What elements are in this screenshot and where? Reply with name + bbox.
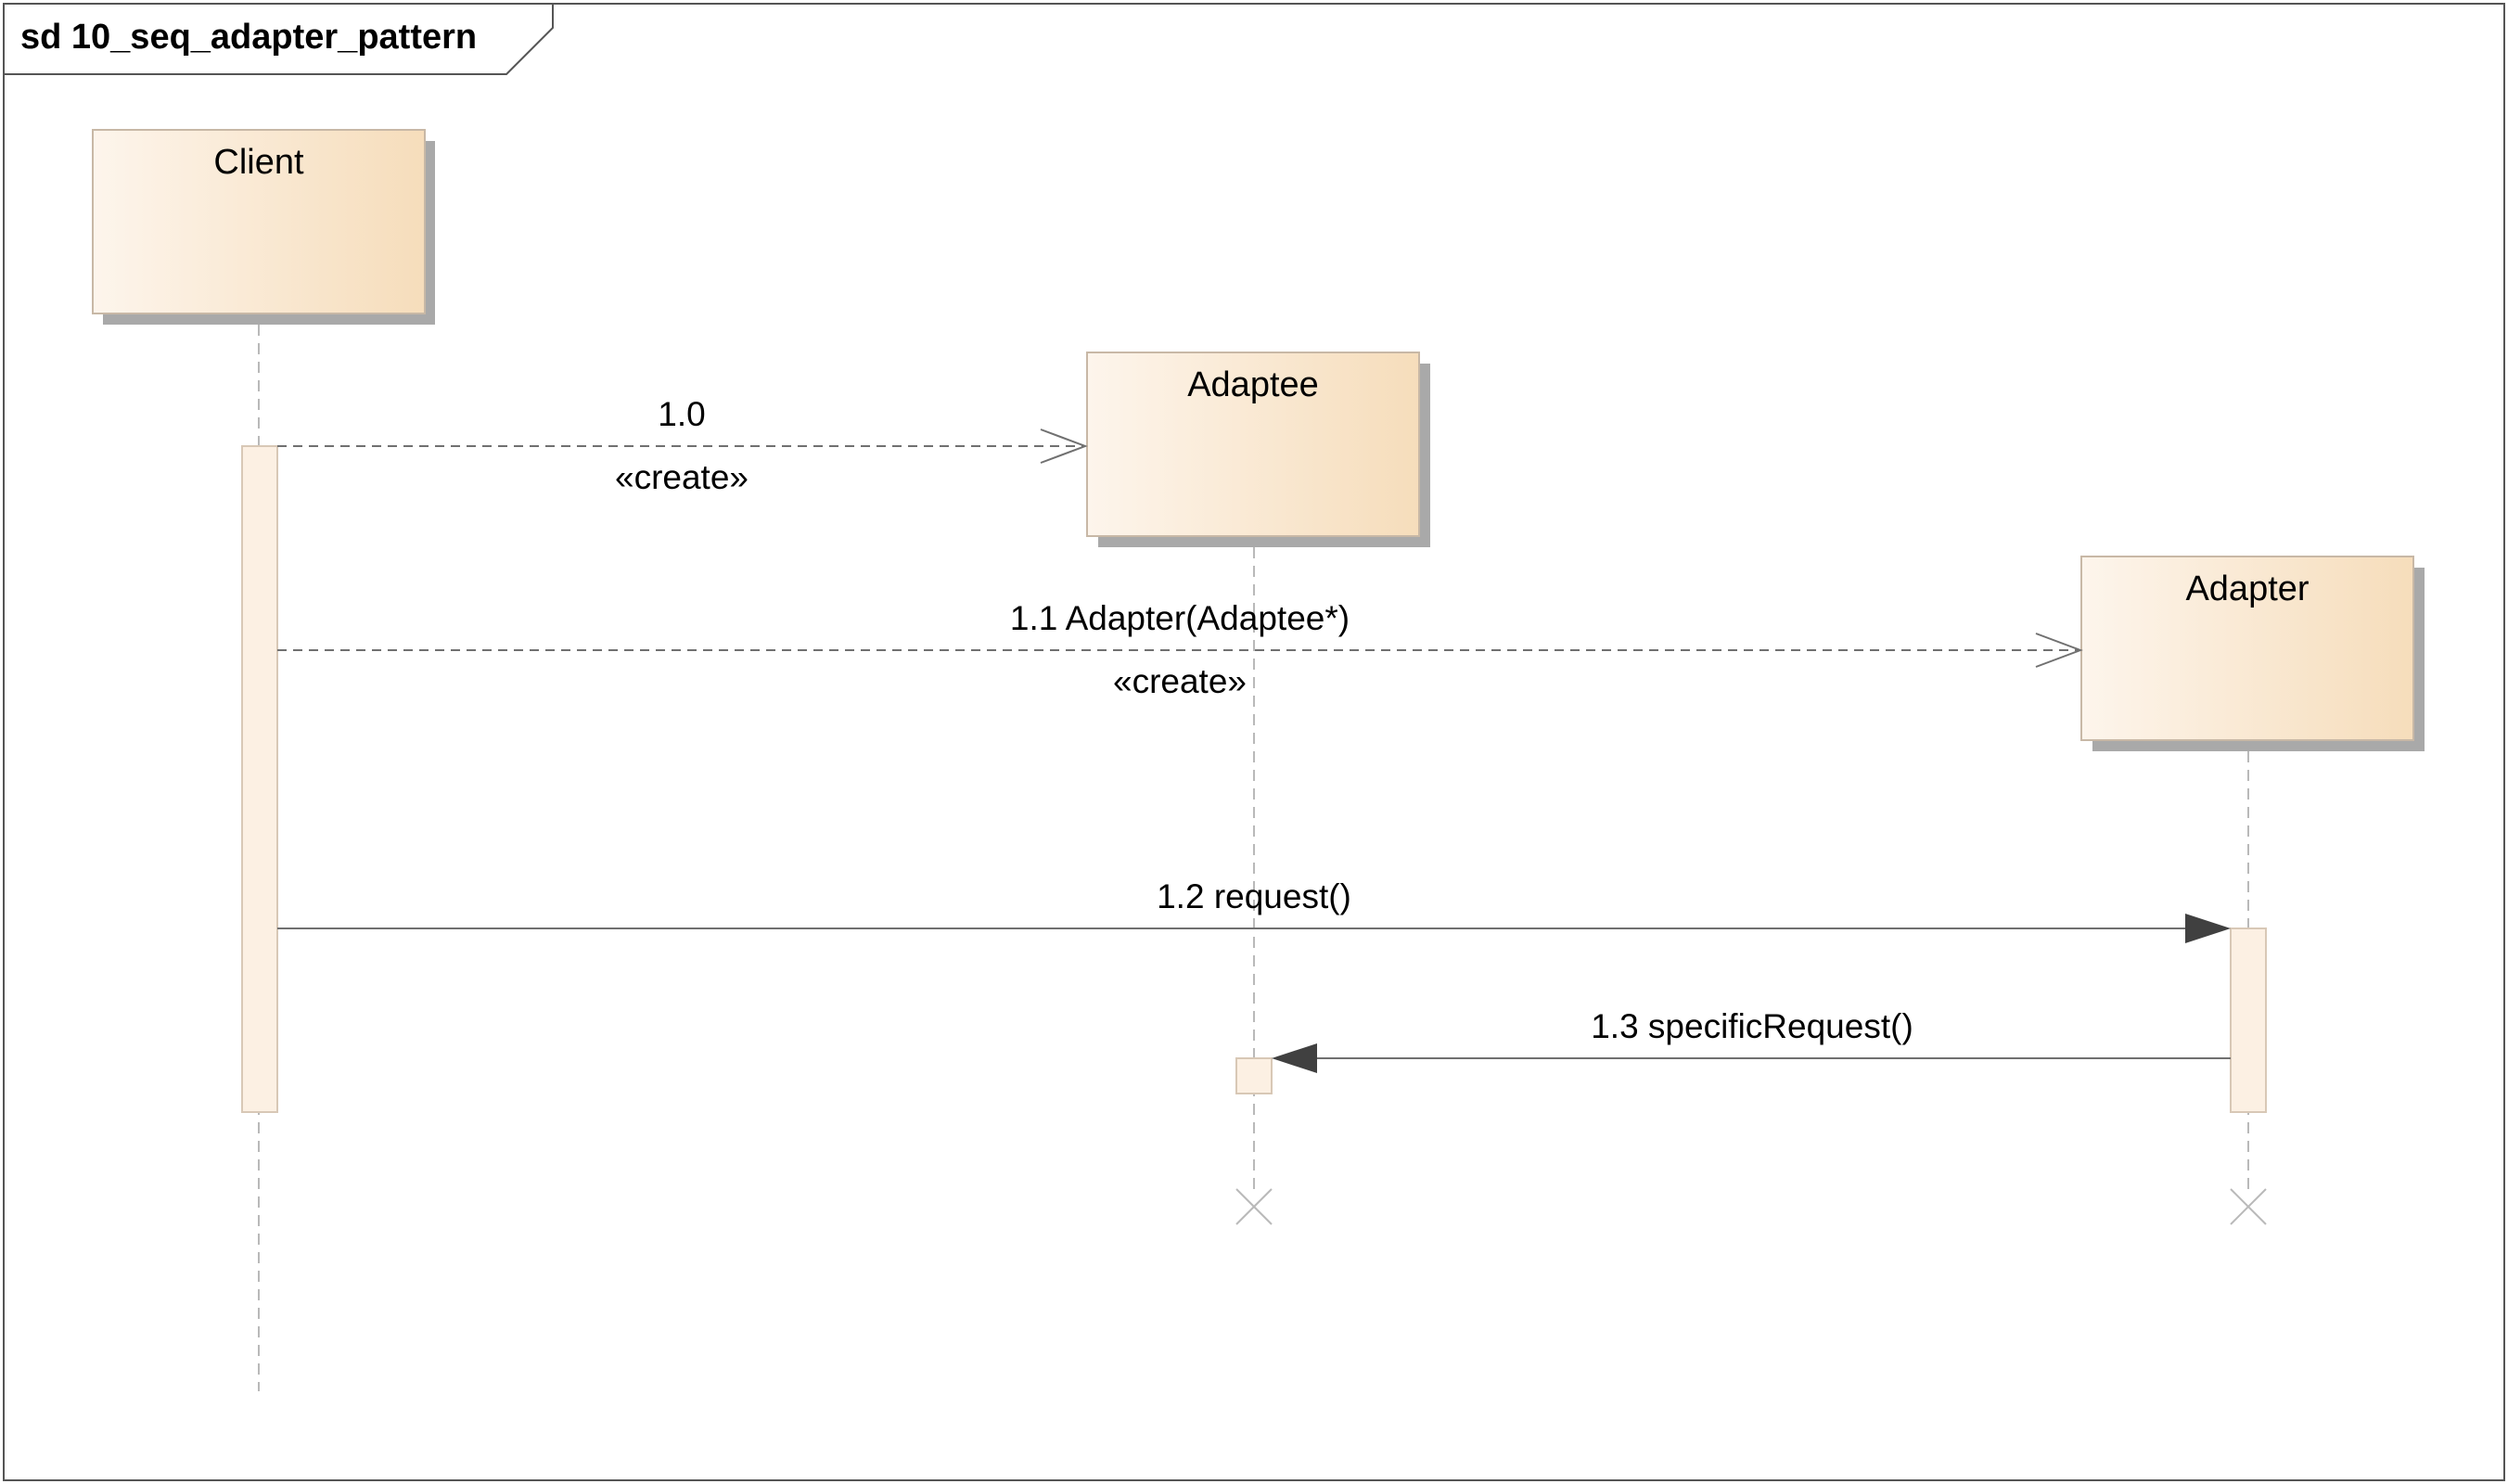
message-stereotype: «create» [1113,662,1247,700]
message-1-3[interactable]: 1.3 specificRequest() [1272,1007,2231,1073]
message-1-0[interactable]: 1.0 «create» [277,395,1088,496]
message-label: 1.0 [658,395,705,433]
lifeline-head-adapter[interactable]: Adapter [2080,556,2425,751]
object-box [1086,352,1420,537]
frame-title-tab [3,3,554,75]
activation-adapter [2230,928,2267,1113]
open-arrowhead-icon [1040,429,1088,464]
object-box [2080,556,2414,741]
filled-arrowhead-icon [2185,914,2231,943]
message-1-2[interactable]: 1.2 request() [277,877,2231,943]
message-label: 1.2 request() [1157,877,1351,915]
destroy-x-icon [1235,1188,1273,1225]
lifeline-head-client[interactable]: Client [92,129,435,325]
message-label: 1.1 Adapter(Adaptee*) [1010,599,1350,637]
lifeline-head-adaptee[interactable]: Adaptee [1086,352,1430,547]
object-name-adaptee: Adaptee [1187,365,1319,404]
activation-adaptee [1235,1057,1273,1094]
message-1-1[interactable]: 1.1 Adapter(Adaptee*) «create» [277,599,2083,700]
destroy-x-icon [2230,1188,2267,1225]
object-name-client: Client [213,143,304,182]
activation-client [241,445,278,1113]
filled-arrowhead-icon [1272,1043,1317,1073]
object-name-adapter: Adapter [2185,569,2309,608]
object-box [92,129,426,314]
message-stereotype: «create» [615,458,749,496]
open-arrowhead-icon [2035,633,2083,668]
frame-title: sd 10_seq_adapter_pattern [20,18,477,57]
message-label: 1.3 specificRequest() [1591,1007,1913,1045]
